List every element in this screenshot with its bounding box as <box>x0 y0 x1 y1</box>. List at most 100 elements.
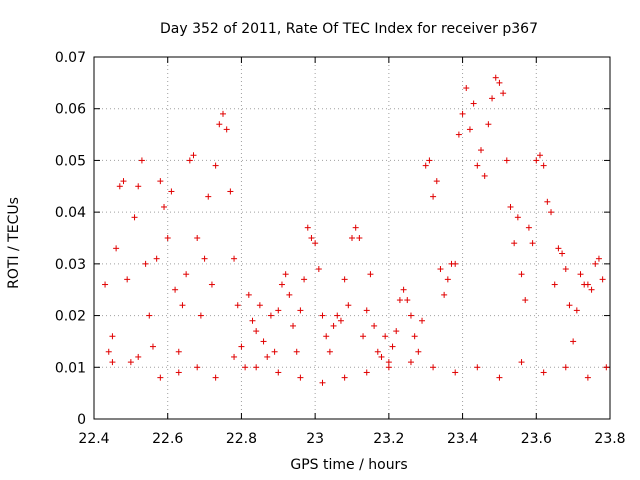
data-point <box>363 307 370 314</box>
data-point <box>334 312 341 319</box>
data-point <box>518 271 525 278</box>
data-point <box>463 85 470 92</box>
data-point <box>282 271 289 278</box>
data-point <box>341 276 348 283</box>
data-point <box>286 291 293 298</box>
data-point <box>360 333 367 340</box>
data-point <box>356 235 363 241</box>
data-point <box>278 281 285 288</box>
data-point <box>481 172 488 179</box>
data-point <box>382 333 389 340</box>
data-point <box>371 322 378 329</box>
data-point <box>555 245 562 252</box>
y-tick-label: 0.07 <box>55 50 86 66</box>
data-point <box>485 121 492 128</box>
x-tick-label: 23.2 <box>373 431 404 447</box>
data-point <box>223 126 230 133</box>
data-point <box>220 110 226 117</box>
data-point <box>577 271 584 278</box>
data-point <box>161 203 168 210</box>
data-point <box>201 255 208 262</box>
data-point <box>157 178 164 185</box>
data-point <box>323 333 330 340</box>
y-tick-label: 0.03 <box>55 257 86 273</box>
data-point <box>120 178 127 185</box>
data-point <box>500 90 507 97</box>
x-tick-label: 23.6 <box>521 431 552 447</box>
data-point <box>109 359 116 366</box>
y-tick-label: 0.06 <box>55 102 86 118</box>
data-point <box>599 276 606 283</box>
data-point <box>271 348 278 355</box>
data-point <box>304 224 311 231</box>
data-point <box>297 307 304 314</box>
data-point <box>242 364 249 371</box>
data-point <box>301 276 308 283</box>
data-point <box>474 364 481 371</box>
data-point <box>430 364 437 371</box>
data-point <box>349 235 355 241</box>
data-point <box>109 333 116 340</box>
y-axis-label: ROTI / TECUs <box>6 197 22 289</box>
data-point <box>474 162 481 169</box>
y-tick-label: 0.01 <box>55 360 86 376</box>
data-point <box>407 359 414 366</box>
data-point <box>441 291 448 298</box>
data-point <box>592 260 599 267</box>
data-point <box>135 183 142 190</box>
data-point <box>529 240 536 247</box>
data-point <box>459 110 466 117</box>
data-point <box>315 266 322 273</box>
data-point <box>168 188 175 195</box>
data-point <box>345 302 352 309</box>
data-point <box>194 364 201 371</box>
data-point <box>212 162 219 169</box>
data-point <box>267 312 274 319</box>
data-point <box>584 281 591 288</box>
data-point <box>595 255 602 262</box>
data-point <box>319 312 326 319</box>
x-tick-label: 22.4 <box>78 431 109 447</box>
data-point <box>249 317 256 324</box>
data-point <box>256 302 263 309</box>
data-point <box>326 348 333 355</box>
data-point <box>186 157 193 164</box>
data-point <box>518 359 525 366</box>
data-point <box>566 302 573 309</box>
data-point <box>212 374 219 381</box>
data-point <box>105 348 112 355</box>
data-point <box>507 203 514 210</box>
data-point <box>378 353 385 360</box>
data-point <box>102 281 109 288</box>
data-point <box>245 291 252 298</box>
data-point <box>116 183 123 190</box>
data-point <box>455 131 462 138</box>
data-point <box>603 364 610 371</box>
chart-title: Day 352 of 2011, Rate Of TEC Index for r… <box>160 21 538 37</box>
data-point <box>264 353 271 360</box>
data-point <box>275 307 282 314</box>
data-points <box>102 74 610 386</box>
data-point <box>124 276 131 283</box>
data-point <box>253 364 260 371</box>
data-point <box>404 297 411 304</box>
data-point <box>562 364 569 371</box>
data-point <box>131 214 138 221</box>
data-point <box>330 322 337 329</box>
data-point <box>146 312 153 319</box>
data-point <box>194 235 201 241</box>
data-point <box>197 312 204 319</box>
data-point <box>367 271 374 278</box>
data-point <box>496 374 503 381</box>
data-point <box>341 374 348 381</box>
data-point <box>533 157 540 164</box>
data-point <box>227 188 234 195</box>
data-point <box>489 95 496 102</box>
data-point <box>570 338 577 345</box>
data-point <box>544 198 551 205</box>
data-point <box>389 343 396 350</box>
data-point <box>293 348 300 355</box>
data-point <box>238 343 245 350</box>
data-point <box>352 224 359 231</box>
data-point <box>426 157 433 164</box>
